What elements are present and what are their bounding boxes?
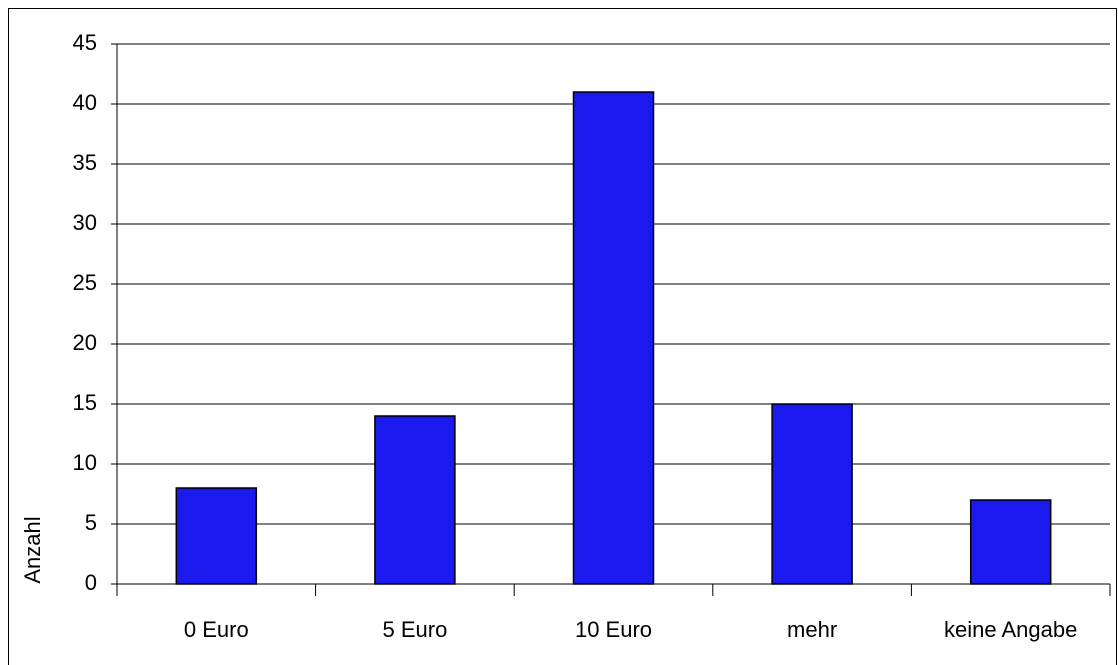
- chart-frame: [8, 8, 1117, 665]
- x-tick-label: keine Angabe: [944, 617, 1077, 642]
- y-axis-label: Anzahl: [20, 516, 45, 583]
- bar: [969, 499, 1052, 585]
- bar: [175, 487, 258, 585]
- y-tick-label: 30: [73, 210, 97, 235]
- y-tick-label: 45: [73, 30, 97, 55]
- y-tick-label: 40: [73, 90, 97, 115]
- y-tick-label: 0: [85, 570, 97, 595]
- x-tick-label: 10 Euro: [575, 617, 652, 642]
- y-tick-label: 35: [73, 150, 97, 175]
- bar: [374, 415, 456, 585]
- x-tick-label: 0 Euro: [184, 617, 249, 642]
- x-tick-label: 5 Euro: [382, 617, 447, 642]
- bar: [771, 403, 853, 585]
- y-tick-label: 10: [73, 450, 97, 475]
- y-tick-label: 20: [73, 330, 97, 355]
- bar: [572, 91, 655, 585]
- y-tick-label: 25: [73, 270, 97, 295]
- y-tick-label: 5: [85, 510, 97, 535]
- y-tick-label: 15: [73, 390, 97, 415]
- x-tick-label: mehr: [787, 617, 837, 642]
